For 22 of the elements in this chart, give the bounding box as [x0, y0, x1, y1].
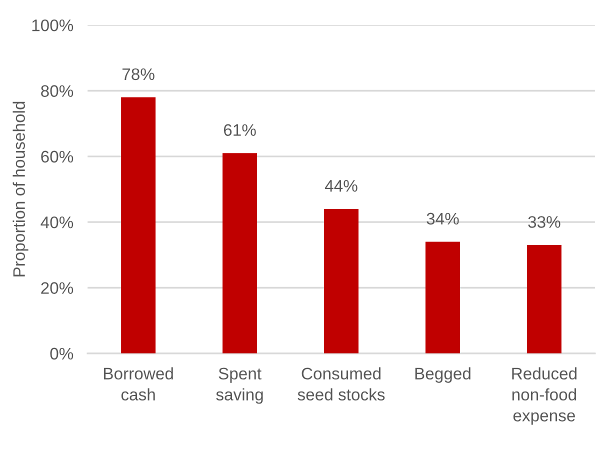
bar	[324, 208, 359, 354]
y-tick-label: 20%	[41, 282, 74, 294]
data-label: 78%	[122, 68, 154, 80]
bar	[121, 97, 156, 354]
data-label: 44%	[324, 180, 358, 192]
y-tick-label: 40%	[40, 216, 74, 228]
data-label: 61%	[224, 124, 256, 136]
y-tick-label: 0%	[50, 348, 74, 360]
y-tick-label: 100%	[32, 19, 74, 32]
y-tick-label: 60%	[41, 150, 74, 163]
y-axis-title: Proportion of household	[12, 102, 28, 276]
bar	[222, 153, 258, 354]
bar	[526, 245, 562, 354]
x-tick-label: Reduced non-food expense	[512, 367, 576, 425]
data-label: 33%	[528, 216, 560, 228]
data-label: 34%	[426, 212, 459, 225]
x-tick-label: Consumed seed stocks	[298, 367, 385, 401]
x-tick-label: Begged	[415, 367, 470, 383]
x-tick-label: Borrowed cash	[104, 367, 173, 401]
bar	[425, 242, 460, 354]
x-tick-label: Spent saving	[216, 368, 263, 404]
y-tick-label: 80%	[41, 85, 74, 97]
